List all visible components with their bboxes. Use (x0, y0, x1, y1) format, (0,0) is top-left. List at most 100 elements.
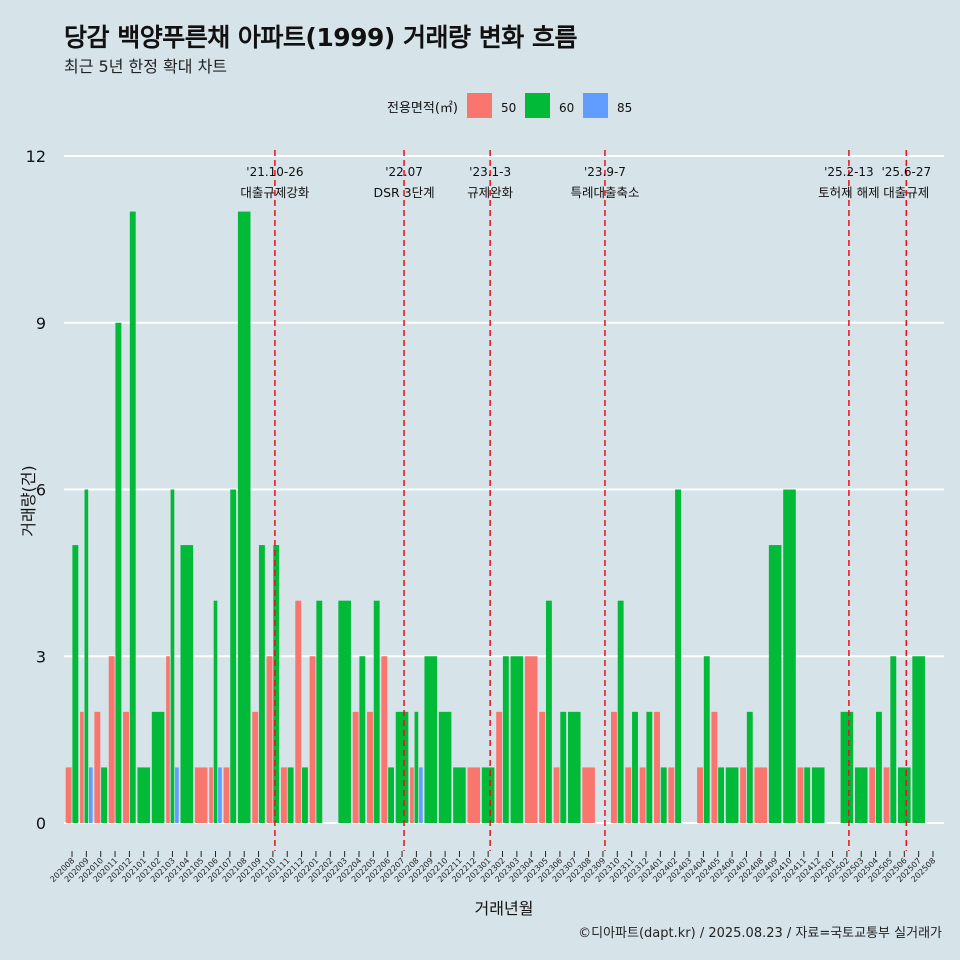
bar-50-202407 (740, 767, 747, 823)
bar-50-202107 (223, 767, 230, 823)
bar-60-202206 (388, 767, 394, 823)
x-axis-title: 거래년월 (475, 899, 534, 918)
bar-50-202408 (754, 767, 768, 823)
y-tick-label: 3 (36, 647, 46, 666)
bar-85-202103 (175, 767, 179, 823)
y-axis-title: 거래량(건) (19, 465, 38, 536)
bar-60-202507 (912, 656, 925, 823)
bar-60-202505 (890, 656, 897, 823)
bar-60-202203 (338, 600, 351, 823)
legend-label-60: 60 (559, 101, 574, 115)
bar-60-202503 (854, 767, 868, 823)
event-label: 대출규제 (883, 185, 929, 200)
legend-swatch-85 (583, 93, 608, 118)
bar-50-202304 (524, 656, 538, 823)
bar-60-202401 (660, 767, 667, 823)
bar-50-202112 (295, 600, 302, 823)
event-label: 토허제 해제 (818, 185, 879, 200)
bar-50-202308 (582, 767, 595, 823)
bar-85-202106 (218, 767, 222, 823)
bar-60-202010 (101, 767, 107, 823)
bar-50-202302 (496, 711, 503, 823)
bar-60-202311 (632, 711, 638, 823)
bar-60-202204 (359, 656, 366, 823)
bar-60-202207 (395, 711, 409, 823)
bar-60-202107 (230, 489, 237, 823)
bar-60-202104 (180, 545, 194, 823)
bar-60-202405 (718, 767, 725, 823)
bar-60-202205 (373, 600, 380, 823)
bar-60-202101 (137, 767, 151, 823)
legend-swatch-50 (467, 93, 492, 118)
y-tick-label: 6 (36, 481, 46, 500)
bar-50-202208 (410, 767, 414, 823)
bar-50-202011 (108, 656, 115, 823)
bar-50-202212 (467, 767, 481, 823)
event-date: '23.9-7 (584, 165, 626, 179)
bar-60-202409 (768, 545, 782, 823)
bar-85-202009 (88, 767, 93, 823)
bar-60-202211 (453, 767, 466, 823)
bar-50-202405 (711, 711, 718, 823)
bar-50-202505 (883, 767, 890, 823)
bar-50-202305 (539, 711, 546, 823)
bar-50-202106 (209, 767, 213, 823)
bar-60-202106 (213, 600, 218, 823)
bar-60-202108 (237, 211, 251, 824)
bar-60-202103 (170, 489, 175, 823)
bar-50-202401 (654, 711, 660, 823)
bar-50-202008 (65, 767, 72, 823)
legend-title: 전용면적(㎡) (387, 101, 458, 116)
chart-subtitle: 최근 5년 한정 확대 차트 (64, 57, 228, 76)
legend-label-50: 50 (501, 101, 516, 115)
bar-60-202009 (84, 489, 89, 823)
bar-50-202111 (280, 767, 287, 823)
bar-60-202411 (804, 767, 811, 823)
bar-60-202208 (414, 711, 419, 823)
bar-50-202402 (668, 767, 675, 823)
y-tick-label: 9 (36, 314, 46, 333)
bar-60-202302 (502, 656, 509, 823)
event-date: '21.10-26 (246, 165, 303, 179)
bar-50-202010 (94, 711, 101, 823)
bar-60-202210 (438, 711, 452, 823)
y-tick-label: 12 (26, 147, 46, 166)
bar-60-202305 (545, 600, 552, 823)
bar-60-202011 (115, 322, 122, 823)
bar-50-202311 (625, 767, 632, 823)
event-date: '25.2-13 (824, 165, 874, 179)
bar-50-202201 (309, 656, 316, 823)
bar-50-202306 (553, 767, 560, 823)
bar-60-202506 (898, 767, 911, 823)
bar-60-202303 (510, 656, 524, 823)
bar-50-202105 (194, 767, 208, 823)
bar-60-202111 (287, 767, 294, 823)
bar-60-202109 (258, 545, 265, 823)
bar-50-202012 (123, 711, 129, 823)
bar-60-202110 (273, 545, 280, 823)
bar-60-202310 (617, 600, 624, 823)
bar-50-202312 (639, 767, 646, 823)
bar-50-202204 (352, 711, 359, 823)
event-label: DSR 3단계 (373, 185, 434, 200)
bar-50-202411 (797, 767, 804, 823)
bar-60-202410 (783, 489, 796, 823)
y-tick-label: 0 (36, 814, 46, 833)
event-label: 규제완화 (467, 185, 514, 200)
bar-60-202201 (316, 600, 323, 823)
bar-60-202407 (746, 711, 753, 823)
bar-85-202208 (419, 767, 423, 823)
bar-60-202301 (481, 767, 495, 823)
bar-60-202406 (725, 767, 739, 823)
bar-60-202404 (703, 656, 710, 823)
event-date: '22.07 (385, 165, 423, 179)
bar-60-202502 (840, 711, 854, 823)
bar-50-202504 (869, 767, 876, 823)
bar-60-202012 (129, 211, 136, 824)
bar-60-202306 (560, 711, 567, 823)
chart-caption: ©디아파트(dapt.kr) / 2025.08.23 / 자료=국토교통부 실… (578, 926, 942, 941)
bar-60-202008 (72, 545, 79, 823)
bar-50-202206 (381, 656, 388, 823)
bar-60-202504 (876, 711, 882, 823)
